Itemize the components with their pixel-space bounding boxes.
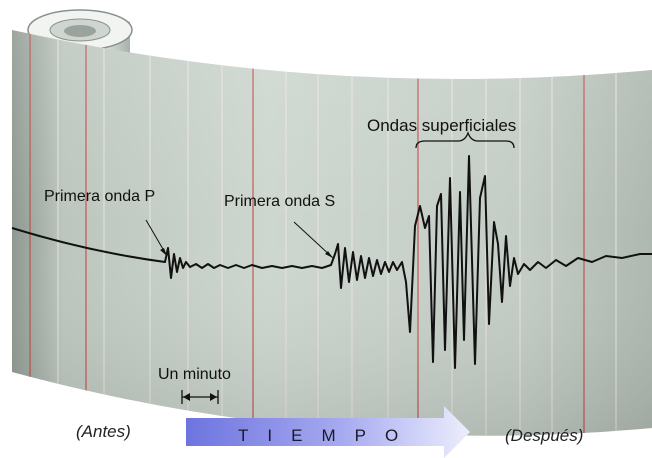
time-arrow <box>186 406 470 458</box>
one-minute-marker <box>181 390 219 404</box>
surface-waves-bracket <box>415 131 515 149</box>
after-label: (Después) <box>505 426 584 445</box>
s-wave-pointer-head <box>325 251 333 258</box>
p-wave-pointer-head <box>160 248 167 256</box>
surface-waves-label: Ondas superficiales <box>367 116 517 135</box>
s-wave-pointer <box>293 221 334 259</box>
before-label: (Antes) <box>76 422 131 441</box>
seismic-trace <box>11 155 652 369</box>
first-p-wave-label: Primera onda P <box>44 188 156 205</box>
first-s-wave-label: Primera onda S <box>224 193 336 210</box>
one-minute-label: Un minuto <box>158 366 231 383</box>
time-label: TIEMPO <box>238 426 418 445</box>
